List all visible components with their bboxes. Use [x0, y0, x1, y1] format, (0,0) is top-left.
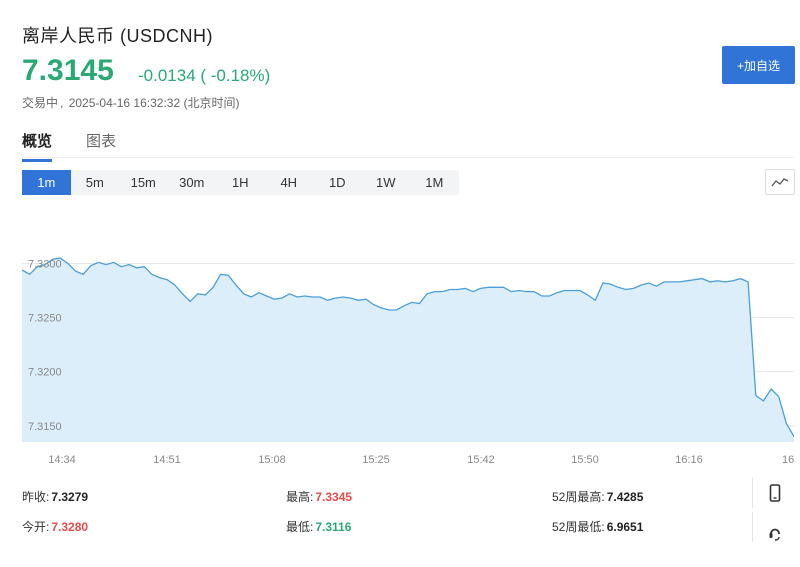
- x-tick-label: 15:25: [362, 454, 390, 466]
- low52-value: 6.9651: [606, 520, 644, 534]
- side-divider-2: [752, 512, 753, 542]
- main-tabs: 概览 图表: [22, 130, 116, 162]
- instrument-title: 离岸人民币 (USDCNH): [22, 26, 213, 46]
- prev-close-value: 7.3279: [51, 490, 89, 504]
- line-chart-icon: [771, 178, 789, 187]
- period-1d[interactable]: 1D: [328, 175, 346, 190]
- price-area: [22, 258, 794, 442]
- x-tick-label: 16: [782, 454, 794, 466]
- stat-low52: 52周最低: 6.9651: [552, 518, 643, 535]
- stat-low: 最低: 7.3116: [286, 518, 351, 535]
- open-label: 今开:: [22, 520, 50, 534]
- price-chart[interactable]: 7.3300 7.3250 7.3200 7.3150 14:34 14:51 15:08 1…: [22, 204, 794, 472]
- period-5m[interactable]: 5m: [85, 175, 104, 190]
- period-30m[interactable]: 30m: [179, 175, 205, 190]
- x-tick-label: 14:51: [153, 454, 181, 466]
- low52-label: 52周最低:: [552, 520, 605, 534]
- headset-icon-svg: [769, 528, 780, 541]
- y-tick-label: 7.3250: [28, 313, 62, 325]
- customer-service-icon[interactable]: [762, 520, 788, 546]
- stats-panel: 昨收: 7.3279 最高: 7.3345 52周最高: 7.4285 今开: 7.32…: [22, 482, 752, 552]
- x-tick-label: 15:42: [467, 454, 495, 466]
- high-value: 7.3345: [315, 490, 353, 504]
- tab-overview[interactable]: 概览: [22, 130, 53, 162]
- period-4h[interactable]: 4H: [280, 175, 298, 190]
- price-line: [22, 257, 794, 437]
- tab-chart[interactable]: 图表: [86, 133, 117, 150]
- x-tick-label: 15:08: [258, 454, 286, 466]
- low-label: 最低:: [286, 520, 314, 534]
- y-tick-label: 7.3150: [28, 421, 62, 433]
- add-watchlist-button[interactable]: +加自选: [722, 46, 795, 84]
- stat-high52: 52周最高: 7.4285: [552, 488, 643, 505]
- period-1mo[interactable]: 1M: [425, 175, 444, 190]
- stat-prev-close: 昨收: 7.3279: [22, 488, 88, 505]
- period-1m[interactable]: 1m: [22, 170, 71, 195]
- mobile-icon-svg: [769, 484, 781, 502]
- x-tick-label: 14:34: [48, 454, 76, 466]
- price-chart-svg: 7.3300 7.3250 7.3200 7.3150 14:34 14:51 15:08 1…: [22, 257, 794, 466]
- high-label: 最高:: [286, 490, 314, 504]
- stat-open: 今开: 7.3280: [22, 518, 88, 535]
- side-divider: [752, 478, 753, 508]
- high52-label: 52周最高:: [552, 490, 605, 504]
- high52-value: 7.4285: [606, 490, 644, 504]
- y-tick-label: 7.3200: [28, 367, 62, 379]
- price-change: -0.0134 ( -0.18%): [138, 66, 271, 85]
- tabs-divider: [22, 157, 794, 158]
- status-datetime: 2025-04-16 16:32:32 (北京时间): [68, 96, 240, 110]
- chart-type-button[interactable]: [765, 169, 795, 195]
- mobile-icon[interactable]: [762, 480, 788, 506]
- stat-high: 最高: 7.3345: [286, 488, 352, 505]
- open-value: 7.3280: [51, 520, 89, 534]
- x-tick-label: 15:50: [571, 454, 599, 466]
- period-selector: 1m 5m 15m 30m 1H 4H 1D 1W 1M: [22, 170, 459, 195]
- period-1h[interactable]: 1H: [231, 175, 249, 190]
- status-label: 交易中: [22, 96, 59, 110]
- current-price: 7.3145: [22, 54, 114, 87]
- x-tick-label: 16:16: [675, 454, 703, 466]
- low-value: 7.3116: [315, 520, 352, 534]
- trading-status: 交易中, 2025-04-16 16:32:32 (北京时间): [22, 96, 240, 110]
- prev-close-label: 昨收:: [22, 490, 50, 504]
- period-1w[interactable]: 1W: [376, 175, 396, 190]
- period-15m[interactable]: 15m: [130, 175, 156, 190]
- y-tick-label: 7.3300: [28, 259, 62, 271]
